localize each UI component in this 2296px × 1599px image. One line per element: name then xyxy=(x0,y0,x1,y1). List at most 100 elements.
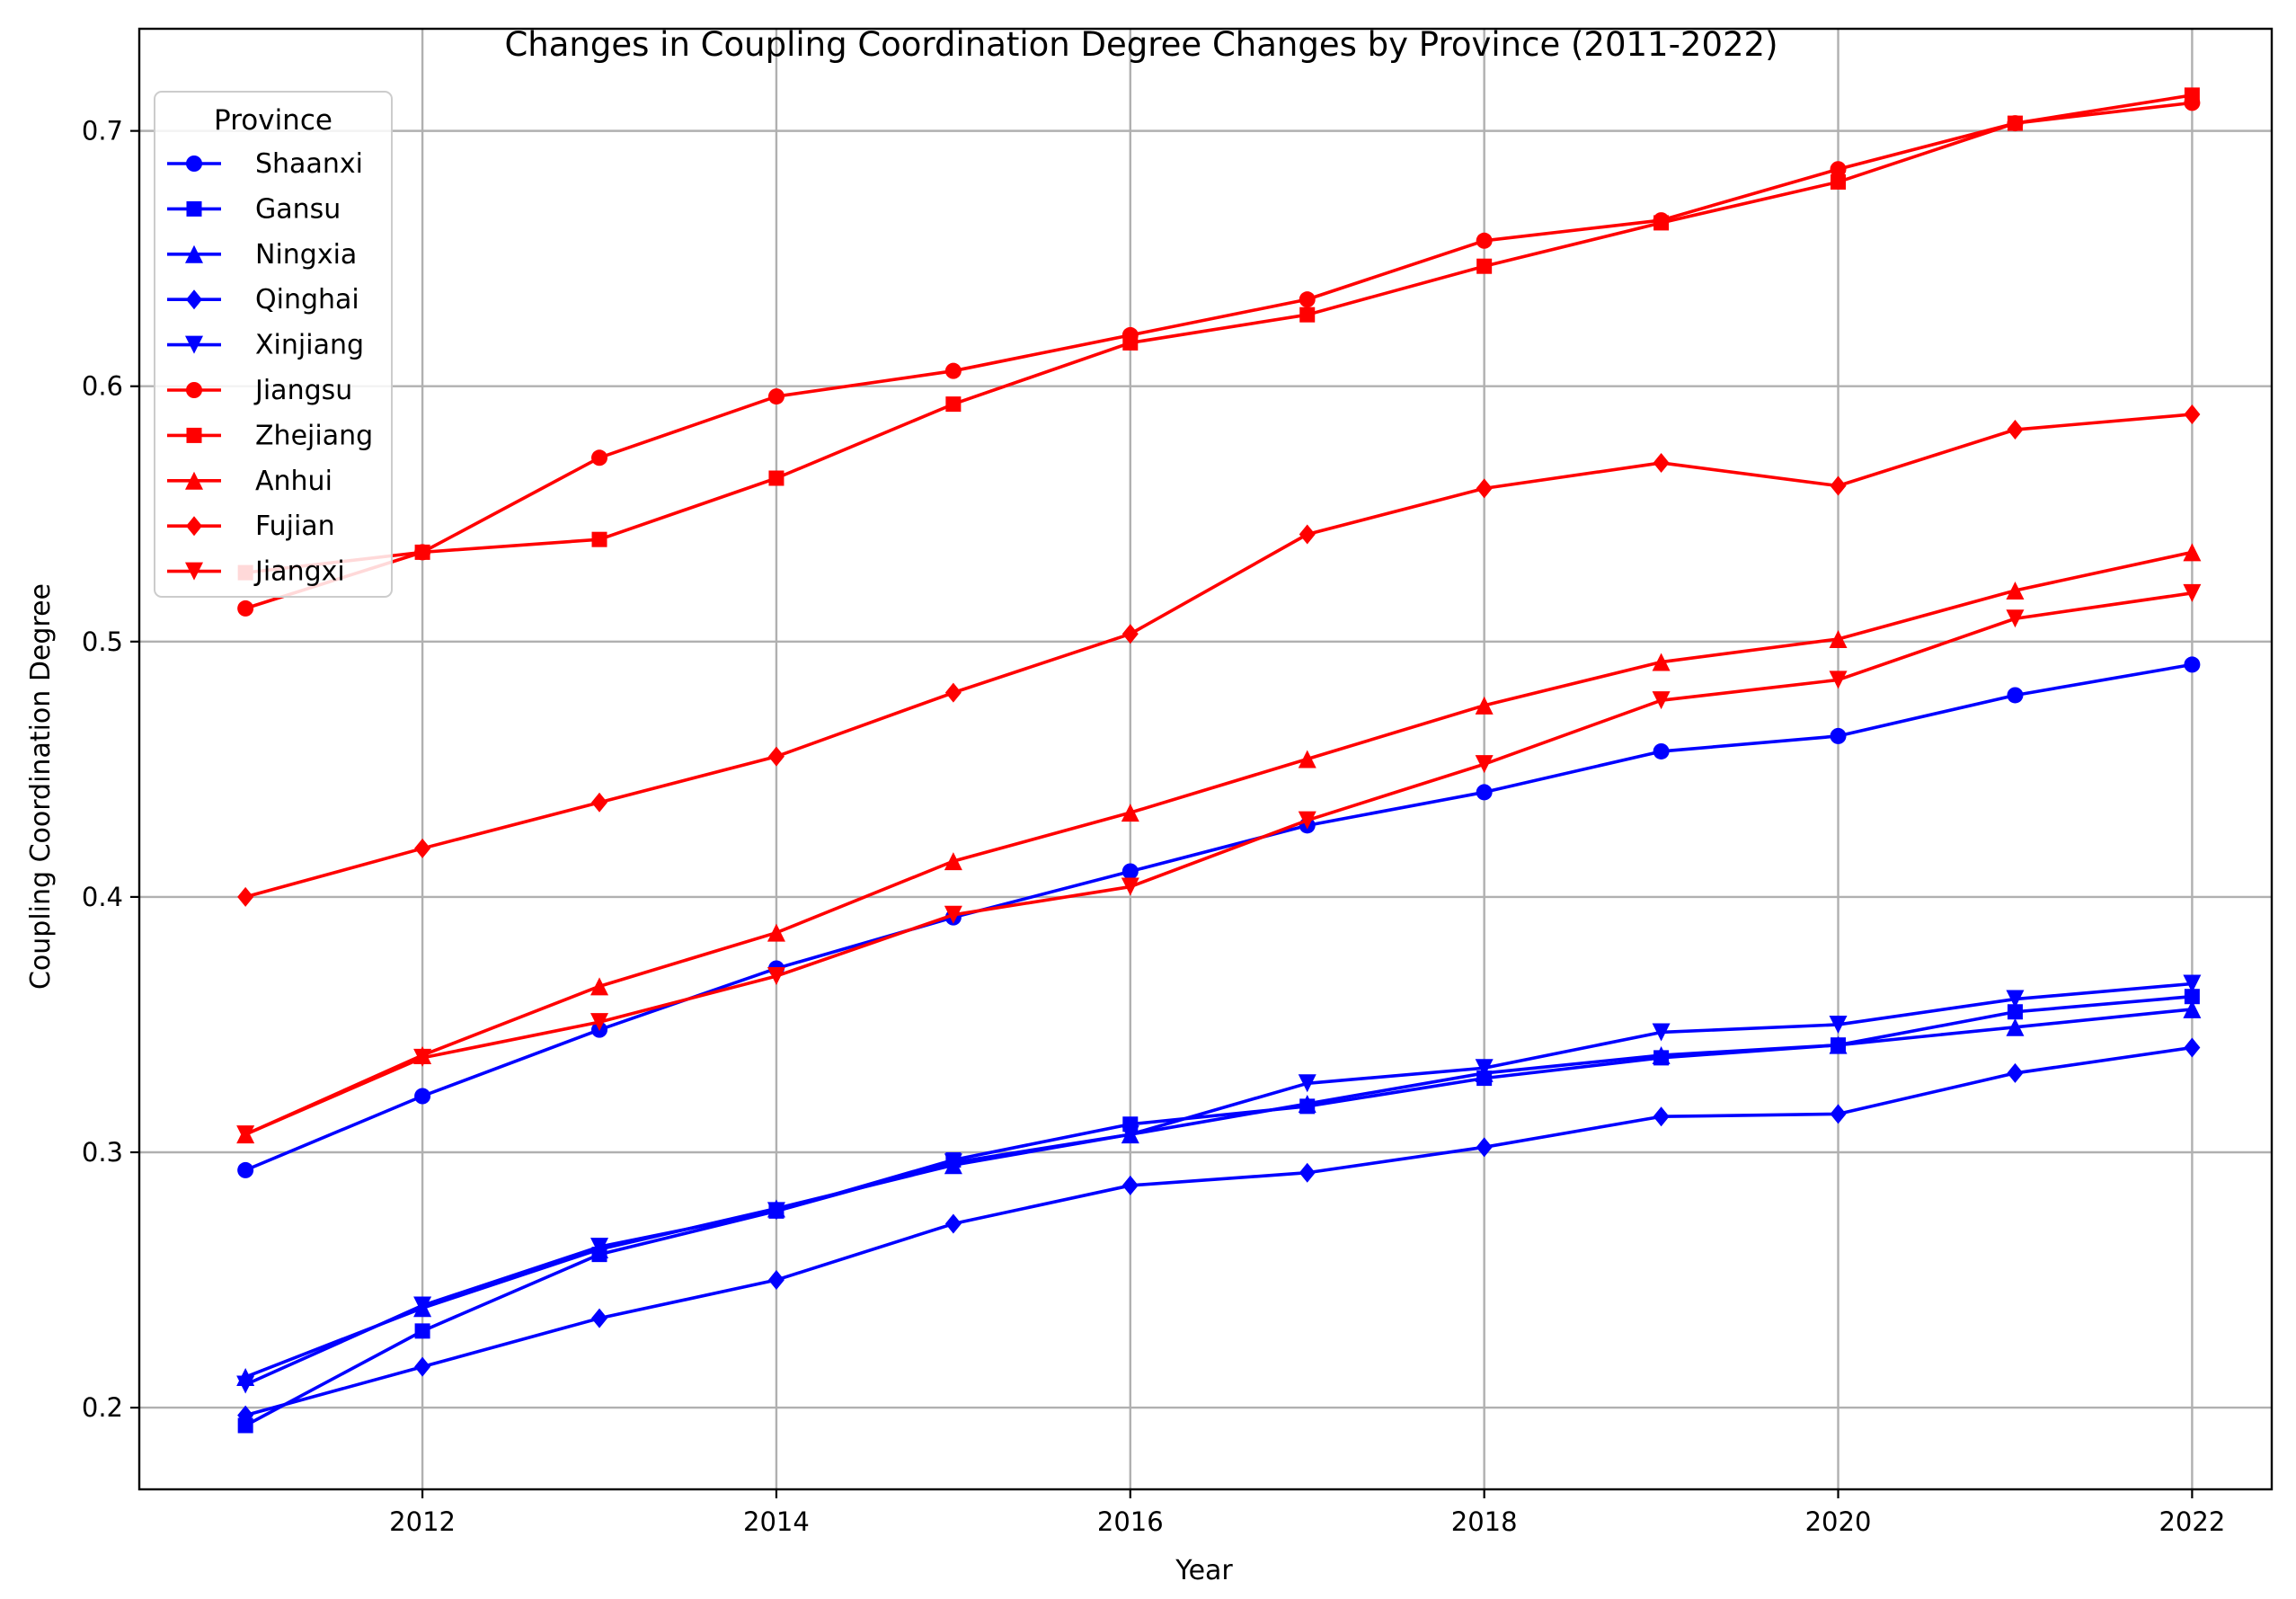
data-point-shaanxi xyxy=(1653,742,1670,760)
data-point-fujian xyxy=(1476,478,1493,499)
legend-label-qinghai: Qinghai xyxy=(255,284,359,315)
data-point-gansu xyxy=(237,1417,253,1434)
data-point-jiangxi xyxy=(1475,755,1494,774)
legend-marker-qinghai xyxy=(186,289,202,310)
x-tick-label: 2016 xyxy=(1097,1506,1164,1537)
series-line-shaanxi xyxy=(244,662,2194,1172)
y-axis-label: Coupling Coordination Degree xyxy=(25,583,57,990)
legend-item-zhejiang: Zhejiang xyxy=(167,420,373,451)
data-point-ningxia xyxy=(2006,1017,2025,1036)
legend-marker-anhui xyxy=(185,471,203,490)
legend-item-anhui: Anhui xyxy=(167,466,332,497)
legend-label-jiangsu: Jiangsu xyxy=(253,375,352,406)
series-line-jiangxi xyxy=(244,591,2194,1136)
data-point-xinjiang xyxy=(1652,1023,1671,1042)
series-line-ningxia xyxy=(244,1008,2194,1379)
data-point-jiangxi xyxy=(1652,691,1671,710)
legend-label-jiangxi: Jiangxi xyxy=(253,556,345,588)
legend-box xyxy=(154,91,393,598)
data-point-xinjiang xyxy=(590,1238,609,1257)
series-jiangxi xyxy=(236,583,2202,1144)
series-line-xinjiang xyxy=(244,982,2194,1387)
data-point-ningxia xyxy=(1652,1046,1671,1065)
data-point-zhejiang xyxy=(1122,334,1139,351)
series-line-gansu xyxy=(244,994,2194,1427)
data-point-anhui xyxy=(590,977,609,996)
x-tick-label: 2018 xyxy=(1451,1506,1518,1537)
legend-marker-gansu xyxy=(186,200,202,217)
legend-marker-shaanxi xyxy=(186,155,202,172)
data-point-anhui xyxy=(2006,582,2025,600)
series-xinjiang xyxy=(236,974,2202,1394)
legend-label-anhui: Anhui xyxy=(255,466,332,497)
data-point-qinghai xyxy=(2007,1062,2024,1083)
x-tick-label: 2020 xyxy=(1805,1506,1872,1537)
data-point-jiangxi xyxy=(2006,609,2025,628)
data-point-xinjiang xyxy=(944,1153,962,1172)
legend-marker-jiangsu xyxy=(186,382,202,398)
series-line-qinghai xyxy=(244,1045,2194,1417)
data-point-jiangxi xyxy=(944,905,962,924)
y-tick-label: 0.4 xyxy=(82,882,123,912)
data-point-zhejiang xyxy=(1831,173,1847,190)
data-point-qinghai xyxy=(591,1308,608,1328)
legend-label-ningxia: Ningxia xyxy=(255,239,357,271)
data-point-jiangxi xyxy=(236,1125,255,1144)
data-point-anhui xyxy=(1298,750,1316,768)
data-point-fujian xyxy=(237,886,254,907)
y-tick-label: 0.5 xyxy=(82,626,123,657)
plot-frame xyxy=(137,27,2274,1491)
data-point-xinjiang xyxy=(1298,1074,1316,1093)
data-point-fujian xyxy=(414,838,431,858)
legend-item-fujian: Fujian xyxy=(167,511,335,542)
data-point-anhui xyxy=(944,852,962,871)
data-point-jiangsu xyxy=(1476,232,1493,249)
data-point-jiangxi xyxy=(1121,877,1139,896)
data-point-fujian xyxy=(767,746,785,767)
data-point-anhui xyxy=(1121,804,1139,822)
data-point-xinjiang xyxy=(413,1296,432,1315)
data-point-shaanxi xyxy=(2184,656,2201,673)
data-point-shaanxi xyxy=(1476,784,1493,801)
data-point-jiangxi xyxy=(1298,811,1316,830)
data-point-jiangsu xyxy=(1299,291,1316,308)
data-point-anhui xyxy=(767,923,785,942)
series-fujian xyxy=(237,404,2201,907)
data-point-zhejiang xyxy=(414,544,430,560)
legend-label-gansu: Gansu xyxy=(255,193,341,225)
data-point-qinghai xyxy=(1299,1162,1316,1183)
data-point-xinjiang xyxy=(236,1375,255,1394)
data-point-xinjiang xyxy=(767,1202,785,1221)
x-tick-label: 2014 xyxy=(743,1506,810,1537)
series-zhejiang xyxy=(237,87,2200,581)
series-line-jiangsu xyxy=(244,101,2194,610)
y-tick-label: 0.6 xyxy=(82,371,123,402)
data-point-xinjiang xyxy=(2183,974,2202,993)
data-point-xinjiang xyxy=(1121,1125,1139,1144)
legend-title: Province xyxy=(214,104,332,137)
data-point-jiangsu xyxy=(591,449,608,466)
data-point-jiangsu xyxy=(237,600,254,617)
data-point-anhui xyxy=(1652,653,1671,671)
data-point-qinghai xyxy=(414,1356,431,1377)
data-point-zhejiang xyxy=(1299,306,1316,323)
data-point-gansu xyxy=(2007,1004,2023,1020)
legend-label-xinjiang: Xinjiang xyxy=(255,330,364,361)
legend-marker-ningxia xyxy=(185,244,203,263)
legend-marker-zhejiang xyxy=(186,427,202,443)
data-point-zhejiang xyxy=(2184,87,2200,103)
data-point-jiangxi xyxy=(413,1048,432,1067)
legend-marker-fujian xyxy=(186,516,202,537)
data-point-anhui xyxy=(1475,696,1494,715)
y-tick-label: 0.2 xyxy=(82,1392,123,1423)
data-point-ningxia xyxy=(1298,1095,1316,1114)
y-tick-label: 0.7 xyxy=(82,116,123,147)
data-point-qinghai xyxy=(1830,1104,1847,1124)
data-point-xinjiang xyxy=(1829,1015,1848,1034)
legend-marker-jiangxi xyxy=(185,562,203,581)
data-point-jiangxi xyxy=(1829,671,1848,689)
data-point-gansu xyxy=(2184,989,2200,1005)
data-point-xinjiang xyxy=(2006,990,2025,1008)
data-point-zhejiang xyxy=(768,470,785,486)
